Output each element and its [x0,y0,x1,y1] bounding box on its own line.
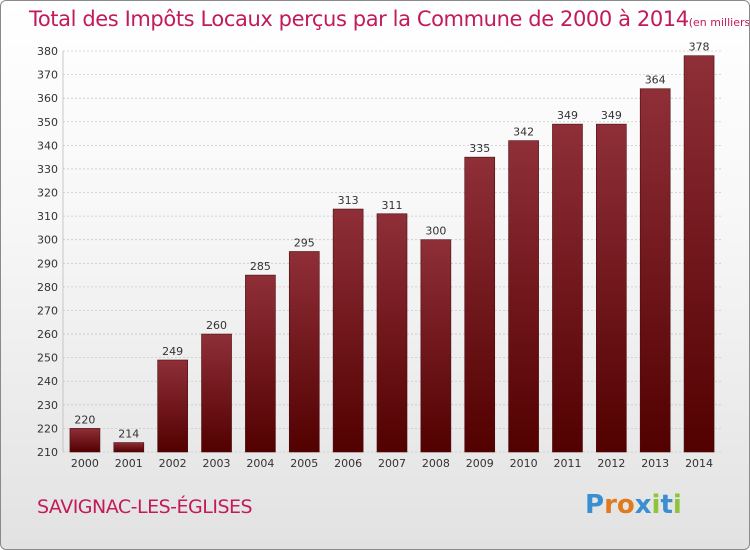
bar-value-label: 249 [162,345,183,358]
bar-value-label: 260 [206,319,227,332]
commune-name: SAVIGNAC-LES-ÉGLISES [37,496,253,518]
y-tick-label: 220 [37,422,58,435]
y-tick-label: 230 [37,399,58,412]
x-tick-label: 2008 [422,457,450,470]
x-tick-label: 2001 [115,457,143,470]
logo-letter: i [651,490,661,520]
bar-value-label: 364 [645,74,666,87]
x-tick-label: 2000 [71,457,99,470]
bar-2006[interactable] [332,208,364,453]
bar-value-label: 220 [74,413,95,426]
bar-2012[interactable] [596,123,627,453]
bar-2013[interactable] [639,88,671,453]
x-axis: 2000 2001 2002 2003 2004 2005 2006 2007 2008 2009… [71,457,713,470]
x-tick-label: 2006 [334,457,362,470]
logo-letter: r [604,490,617,520]
bar-2014[interactable] [683,55,715,453]
bar-value-label: 342 [513,126,534,139]
bar-value-label: 214 [118,428,139,441]
logo-letter: t [660,490,673,520]
y-tick-label: 370 [37,69,58,82]
chart-title: Total des Impôts Locaux perçus par la Co… [29,7,750,31]
x-tick-label: 2010 [510,457,538,470]
proxiti-logo[interactable]: Proxiti [585,490,682,520]
x-tick-label: 2013 [641,457,669,470]
bar-value-label: 349 [601,109,622,122]
bar-value-label: 285 [250,260,271,273]
bar-value-label: 300 [425,225,446,238]
y-tick-label: 310 [37,210,58,223]
bar-value-label: 335 [469,142,490,155]
logo-letter: i [672,490,682,520]
y-axis: 210 220 230 240 250 260 270 280 290 300 310 320 330 3… [37,45,64,459]
bar-value-label: 349 [557,109,578,122]
y-tick-label: 210 [37,446,58,459]
y-tick-label: 330 [37,163,58,176]
bar-2000[interactable] [69,428,101,453]
y-tick-label: 300 [37,234,58,247]
bar-2004[interactable] [245,274,276,453]
x-tick-label: 2003 [203,457,231,470]
y-tick-label: 280 [37,281,58,294]
bar-value-label: 378 [689,41,710,54]
x-tick-label: 2004 [246,457,274,470]
x-tick-label: 2014 [685,457,713,470]
chart-subtitle: (en milliers d'€) [688,16,750,29]
x-tick-label: 2002 [159,457,187,470]
logo-letter: P [585,490,605,520]
bars: 220 214 249 260 285 295 313 311 300 335 342 349 349 3… [69,41,715,453]
y-tick-label: 320 [37,187,58,200]
x-tick-label: 2009 [466,457,494,470]
bar-value-label: 313 [338,194,359,207]
x-tick-label: 2005 [290,457,318,470]
bar-value-label: 295 [294,237,315,250]
y-tick-label: 250 [37,352,58,365]
bar-2008[interactable] [420,239,452,453]
bar-2007[interactable] [376,213,408,453]
x-tick-label: 2011 [553,457,581,470]
x-tick-label: 2012 [597,457,625,470]
y-tick-label: 240 [37,375,58,388]
bar-value-label: 311 [382,199,403,212]
bar-2001[interactable] [113,442,145,453]
bar-2009[interactable] [464,156,496,453]
bar-2010[interactable] [508,140,539,453]
bar-2005[interactable] [288,251,320,453]
x-tick-label: 2007 [378,457,406,470]
logo-letter: x [634,490,652,520]
y-tick-label: 270 [37,304,58,317]
y-tick-label: 380 [37,45,58,58]
y-tick-label: 260 [37,328,58,341]
bar-2002[interactable] [157,359,188,453]
logo-letter: o [616,490,635,520]
y-tick-label: 360 [37,92,58,105]
y-tick-label: 290 [37,257,58,270]
bar-2011[interactable] [552,123,583,453]
y-tick-label: 350 [37,116,58,129]
y-tick-label: 340 [37,139,58,152]
bar-2003[interactable] [201,333,232,453]
